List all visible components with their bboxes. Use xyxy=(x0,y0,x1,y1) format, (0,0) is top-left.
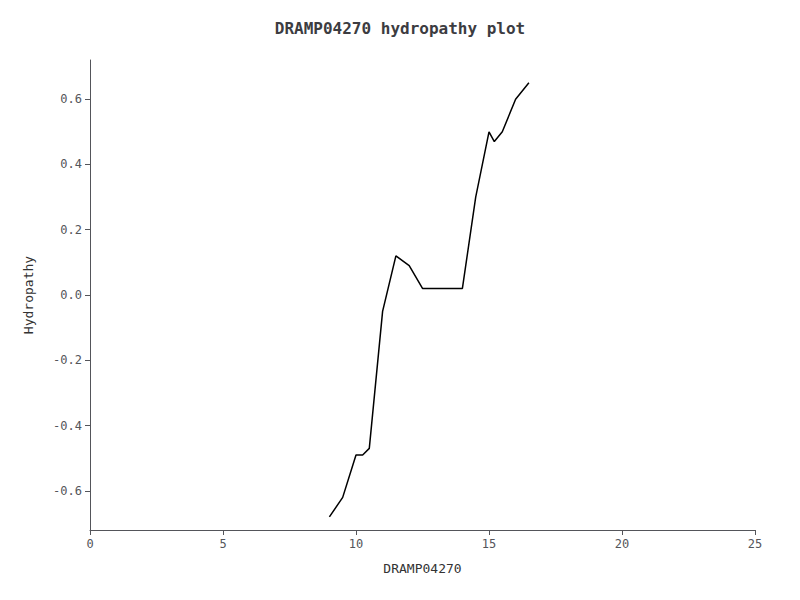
svg-text:0.0: 0.0 xyxy=(60,288,82,302)
svg-text:-0.4: -0.4 xyxy=(53,419,82,433)
svg-text:0.2: 0.2 xyxy=(60,223,82,237)
svg-text:Hydropathy: Hydropathy xyxy=(21,256,36,334)
svg-text:DRAMP04270: DRAMP04270 xyxy=(383,561,461,576)
svg-text:20: 20 xyxy=(615,537,629,551)
svg-text:15: 15 xyxy=(482,537,496,551)
svg-text:-0.6: -0.6 xyxy=(53,484,82,498)
svg-text:10: 10 xyxy=(349,537,363,551)
svg-text:0.4: 0.4 xyxy=(60,157,82,171)
svg-text:25: 25 xyxy=(748,537,762,551)
svg-text:5: 5 xyxy=(219,537,226,551)
svg-text:0.6: 0.6 xyxy=(60,92,82,106)
svg-text:0: 0 xyxy=(86,537,93,551)
svg-text:-0.2: -0.2 xyxy=(53,353,82,367)
svg-text:DRAMP04270 hydropathy plot: DRAMP04270 hydropathy plot xyxy=(275,19,525,38)
